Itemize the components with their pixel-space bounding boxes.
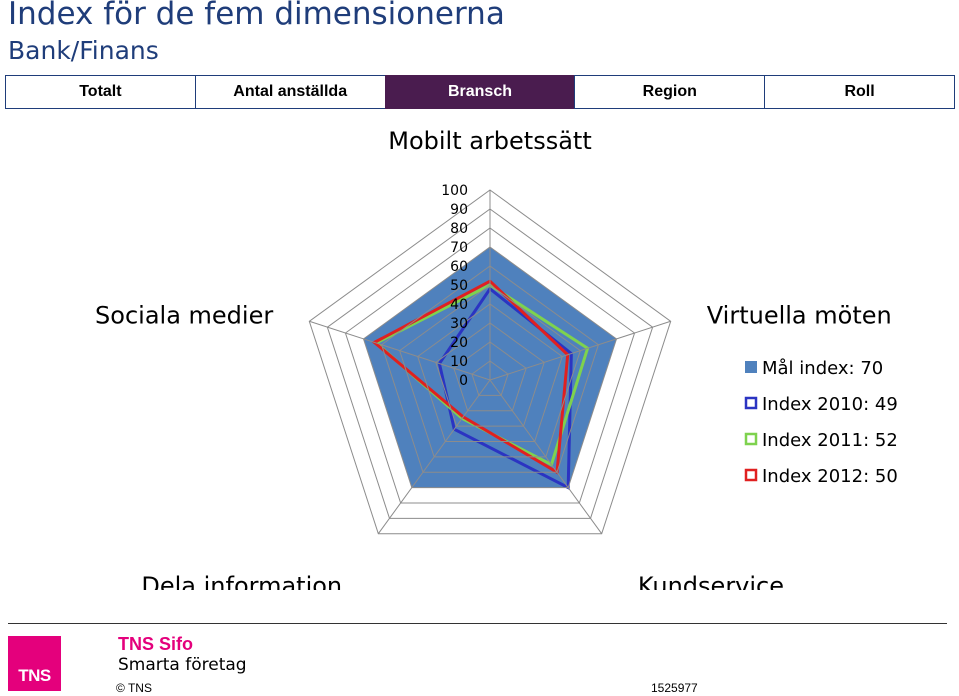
legend-swatch	[744, 468, 758, 482]
radar-axis-labels: Mobilt arbetssätt Virtuella möten Kundserv…	[95, 127, 892, 590]
tick-label: 0	[459, 373, 468, 389]
grid-ring-2	[453, 341, 527, 412]
tick-label: 100	[441, 183, 468, 199]
footer-divider	[8, 623, 947, 624]
legend-swatch	[745, 361, 757, 373]
legend-entry: Index 2012: 50	[762, 466, 898, 487]
grid-ring-3	[435, 322, 545, 427]
tab-bransch[interactable]: Bransch	[384, 75, 575, 109]
page-subtitle: Bank/Finans	[8, 36, 159, 65]
tick-label: 20	[450, 335, 468, 351]
tick-label: 10	[450, 354, 468, 370]
series-line-3	[371, 279, 570, 475]
tick-label: 30	[450, 316, 468, 332]
grid-ring-6	[380, 265, 600, 473]
legend-swatch	[744, 432, 758, 446]
axis-label: Dela information	[141, 572, 342, 590]
tick-label: 70	[450, 240, 468, 256]
axis-label: Kundservice	[638, 572, 784, 590]
tagline: Smarta företag	[118, 655, 247, 675]
axis-label: Sociala medier	[95, 301, 273, 329]
legend-entry: Mål index: 70	[762, 358, 883, 379]
grid-ring-8	[344, 227, 636, 504]
copyright: © TNS	[116, 681, 152, 695]
tns-logo: TNS	[8, 636, 61, 691]
tab-totalt[interactable]: Totalt	[5, 75, 195, 109]
grid-spoke-3	[377, 379, 491, 535]
grid-spoke-4	[309, 320, 491, 381]
tab-roll[interactable]: Roll	[764, 75, 955, 109]
tick-label: 80	[450, 221, 468, 237]
legend-entry: Index 2010: 49	[762, 394, 898, 415]
axis-label: Mobilt arbetssätt	[388, 127, 592, 155]
grid-spoke-1	[489, 320, 671, 381]
axis-label: Virtuella möten	[707, 301, 892, 329]
chart-legend: Mål index: 70 Index 2010: 49 Index 2011: 5…	[744, 358, 898, 487]
filter-tabs: Totalt Antal anställda Bransch Region Ro…	[5, 75, 955, 109]
grid-ring-9	[326, 208, 654, 519]
tick-label: 50	[450, 278, 468, 294]
grid-ring-10	[308, 189, 672, 535]
tick-label: 40	[450, 297, 468, 313]
series-line-1	[437, 286, 573, 491]
job-number: 1525977	[651, 681, 698, 695]
tick-label: 60	[450, 259, 468, 275]
radar-grid	[308, 189, 672, 535]
tab-region[interactable]: Region	[574, 75, 765, 109]
page-title: Index för de fem dimensionerna	[8, 0, 505, 32]
legend-entry: Index 2011: 52	[762, 430, 898, 451]
grid-ring-7	[362, 246, 618, 489]
grid-ring-4	[417, 303, 563, 442]
brand-name: TNS Sifo	[118, 634, 193, 654]
tab-antal-anstallda[interactable]: Antal anställda	[194, 75, 385, 109]
grid-ring-1	[471, 360, 509, 396]
legend-swatch	[744, 396, 758, 410]
grid-spoke-2	[489, 379, 603, 535]
tick-label: 90	[450, 202, 468, 218]
grid-ring-5	[399, 284, 581, 458]
